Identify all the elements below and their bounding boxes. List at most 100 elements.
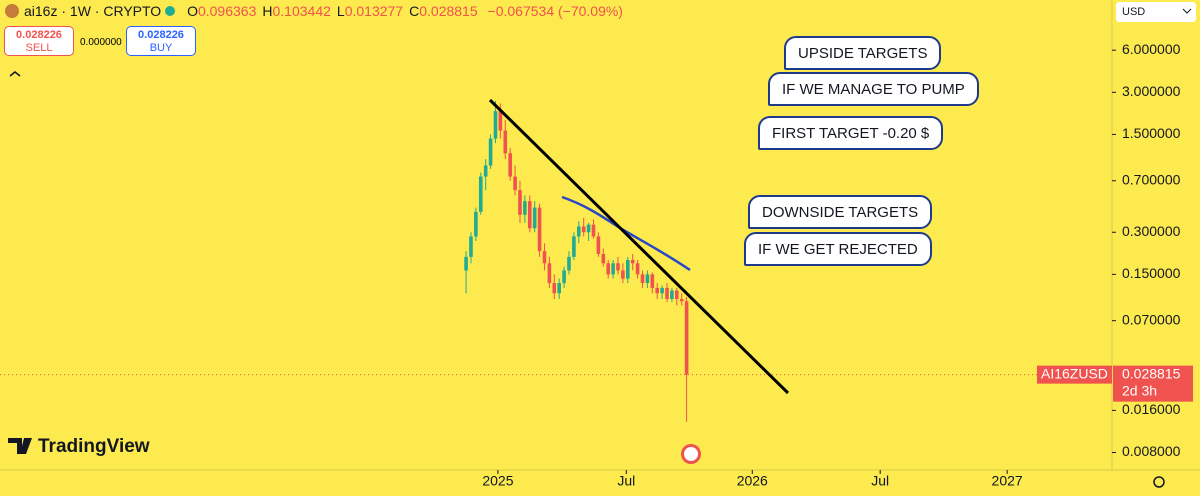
candles <box>464 101 689 422</box>
callout: IF WE GET REJECTED <box>744 232 932 266</box>
brand: TradingView <box>38 436 150 457</box>
symbol-tag-label: AI16ZUSD <box>1041 365 1108 381</box>
candle-body <box>508 153 512 177</box>
candle-body <box>557 283 561 294</box>
buy-price: 0.028226 <box>138 29 184 41</box>
y-tick-label: 0.150000 <box>1122 265 1181 281</box>
candle-body <box>675 290 679 300</box>
candle-body <box>645 274 650 284</box>
candle-body <box>547 263 552 284</box>
ohlc-label: L <box>336 3 345 19</box>
candle-body <box>576 226 581 237</box>
buy-button[interactable]: 0.028226 BUY <box>126 26 196 56</box>
collapse-chevron[interactable] <box>9 71 21 77</box>
ohlc-value: 0.028815 <box>419 3 478 19</box>
buy-label: BUY <box>149 42 173 54</box>
candle-body <box>483 165 488 177</box>
x-tick-label: 2025 <box>482 473 513 489</box>
symbol-icon <box>5 4 19 18</box>
candle-body <box>684 301 689 375</box>
change: −0.067534 (−70.09%) <box>487 3 623 19</box>
brand-logo <box>8 438 32 454</box>
event-icon-inner <box>684 447 698 461</box>
candle-body <box>503 130 508 154</box>
currency-box[interactable] <box>1116 2 1196 22</box>
candle-body <box>640 274 645 284</box>
spread: 0.000000 <box>80 37 122 48</box>
x-tick-label: 2026 <box>737 473 768 489</box>
ohlc-label: C <box>409 3 420 19</box>
currency-chevron <box>1182 8 1192 14</box>
candle-body <box>616 263 620 271</box>
x-tick-label: Jul <box>617 473 635 489</box>
callout: FIRST TARGET -0.20 $ <box>758 116 944 150</box>
y-tick-label: 0.016000 <box>1122 401 1181 417</box>
callout: DOWNSIDE TARGETS <box>748 195 933 229</box>
y-tick-label: 1.500000 <box>1122 125 1181 141</box>
candle-body <box>596 236 601 254</box>
candle-body <box>679 299 684 302</box>
ohlc: O0.096363 H0.103442 L0.013277 C0.028815 <box>187 3 484 19</box>
candle-body <box>513 176 517 191</box>
last-price-label: 0.028815 <box>1122 365 1181 381</box>
candle-body <box>532 207 537 229</box>
candle-body <box>488 138 493 166</box>
x-tick-label: Jul <box>871 473 889 489</box>
candle-body <box>650 274 655 288</box>
header: ai16z · 1W · CRYPTO O0.096363 H0.103442 L0… <box>24 3 629 19</box>
y-tick-label: 0.070000 <box>1122 311 1181 327</box>
y-tick-label: 0.300000 <box>1122 223 1181 239</box>
candle-body <box>493 111 498 139</box>
candle-body <box>562 270 566 284</box>
status-dot <box>165 6 175 16</box>
ohlc-value: 0.013277 <box>344 3 404 19</box>
candle-body <box>527 201 532 229</box>
candle-body <box>552 283 557 294</box>
candle-body <box>478 176 483 212</box>
y-tick-label: 3.000000 <box>1122 83 1181 99</box>
candle-body <box>474 211 478 237</box>
countdown: 2d 3h <box>1122 382 1157 398</box>
trend-line <box>488 98 790 395</box>
candle-body <box>572 236 576 257</box>
symbol-tag <box>1037 365 1112 384</box>
currency: USD <box>1122 6 1145 18</box>
candle-body <box>464 256 468 271</box>
ohlc-value: 0.103442 <box>272 3 331 19</box>
callout: UPSIDE TARGETS <box>784 36 942 70</box>
candle-body <box>586 224 591 233</box>
last-price-tag <box>1113 365 1193 402</box>
candle-body <box>523 201 527 215</box>
x-tick-label: 2027 <box>992 473 1023 489</box>
settings-icon[interactable] <box>1153 476 1165 488</box>
candle-body <box>606 263 610 275</box>
sell-label: SELL <box>25 42 53 54</box>
y-tick-label: 6.000000 <box>1122 41 1181 57</box>
candle-body <box>567 256 571 271</box>
sell-button[interactable]: 0.028226 SELL <box>4 26 74 56</box>
candle-body <box>542 251 547 264</box>
sell-price: 0.028226 <box>16 29 62 41</box>
candle-body <box>630 260 635 264</box>
candle-body <box>655 287 660 294</box>
candle-body <box>635 263 640 275</box>
candle-body <box>537 207 542 252</box>
ohlc-value: 0.096363 <box>197 3 257 19</box>
candle-body <box>670 290 674 300</box>
y-tick-label: 0.700000 <box>1122 171 1181 187</box>
candle-body <box>591 224 596 237</box>
callout: IF WE MANAGE TO PUMP <box>768 72 979 106</box>
candle-body <box>518 190 522 215</box>
symbol-title: ai16z · 1W · CRYPTO <box>24 3 162 19</box>
candle-body <box>469 236 473 257</box>
candle-body <box>581 226 586 233</box>
ohlc-label: O <box>187 3 198 19</box>
candle-body <box>625 260 630 279</box>
candle-body <box>621 270 625 279</box>
y-tick-label: 0.008000 <box>1122 443 1181 459</box>
candle-body <box>611 263 615 275</box>
candle-body <box>660 287 664 294</box>
candle-body <box>665 287 669 300</box>
